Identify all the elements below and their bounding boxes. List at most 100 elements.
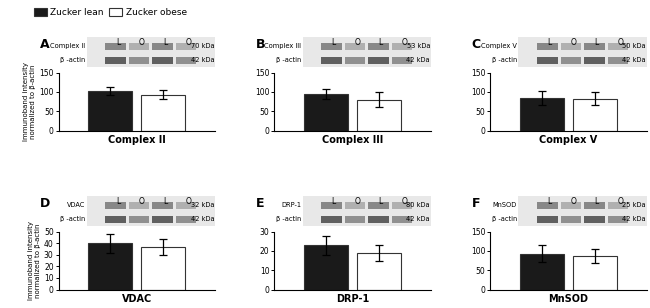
Bar	[369, 216, 389, 223]
Bar	[105, 216, 125, 223]
Text: B: B	[255, 38, 265, 51]
Bar	[142, 95, 185, 131]
Text: L: L	[162, 38, 167, 47]
FancyBboxPatch shape	[302, 37, 431, 67]
Bar	[176, 43, 196, 50]
Y-axis label: Immunoband intensity
normalized to β-actin: Immunoband intensity normalized to β-act…	[23, 62, 36, 141]
Bar	[584, 202, 604, 209]
Text: β -actin: β -actin	[491, 57, 517, 63]
Text: L: L	[379, 38, 383, 47]
Text: O: O	[618, 197, 623, 206]
Text: O: O	[354, 38, 360, 47]
Bar	[152, 57, 173, 64]
Bar	[392, 216, 412, 223]
Text: O: O	[185, 38, 191, 47]
Bar	[105, 43, 125, 50]
Text: MnSOD: MnSOD	[493, 202, 517, 209]
Bar	[538, 216, 558, 223]
Text: O: O	[138, 38, 144, 47]
Text: F: F	[471, 197, 480, 209]
Bar	[369, 202, 389, 209]
Text: 42 kDa: 42 kDa	[190, 57, 214, 63]
Y-axis label: Immunoband intensity
normalized to β-actin: Immunoband intensity normalized to β-act…	[28, 221, 41, 300]
Text: C: C	[471, 38, 480, 51]
Text: L: L	[548, 38, 552, 47]
Bar	[176, 216, 196, 223]
Text: Complex II: Complex II	[50, 43, 85, 49]
Bar	[358, 253, 401, 290]
Text: D: D	[40, 197, 50, 209]
FancyBboxPatch shape	[519, 37, 647, 67]
Bar	[538, 43, 558, 50]
Text: O: O	[185, 197, 191, 206]
Text: L: L	[332, 38, 336, 47]
Bar	[344, 57, 365, 64]
Bar	[321, 43, 342, 50]
Bar	[344, 216, 365, 223]
Text: 50 kDa: 50 kDa	[622, 43, 646, 49]
Text: E: E	[255, 197, 264, 209]
Bar	[369, 43, 389, 50]
Bar	[584, 57, 604, 64]
Bar	[129, 216, 150, 223]
Bar	[584, 216, 604, 223]
Text: β -actin: β -actin	[276, 57, 301, 63]
Text: L: L	[595, 197, 599, 206]
Text: O: O	[570, 38, 576, 47]
Bar	[321, 216, 342, 223]
FancyBboxPatch shape	[86, 196, 215, 226]
Bar	[88, 243, 132, 290]
Bar	[176, 202, 196, 209]
Bar	[358, 100, 401, 131]
Bar	[573, 99, 617, 131]
Bar	[561, 43, 581, 50]
Text: L: L	[162, 197, 167, 206]
Bar	[88, 91, 132, 131]
Text: O: O	[401, 197, 407, 206]
Bar	[344, 43, 365, 50]
Bar	[561, 202, 581, 209]
Text: O: O	[138, 197, 144, 206]
Bar	[608, 216, 628, 223]
Text: 32 kDa: 32 kDa	[190, 202, 214, 209]
Bar	[520, 98, 564, 131]
Text: L: L	[116, 197, 120, 206]
Bar	[321, 57, 342, 64]
Bar	[561, 216, 581, 223]
Bar	[129, 202, 150, 209]
Text: β -actin: β -actin	[60, 217, 85, 222]
X-axis label: Complex II: Complex II	[108, 135, 166, 145]
Bar	[105, 57, 125, 64]
Text: O: O	[401, 38, 407, 47]
Text: VDAC: VDAC	[67, 202, 85, 209]
Text: L: L	[379, 197, 383, 206]
X-axis label: Complex III: Complex III	[322, 135, 384, 145]
X-axis label: DRP-1: DRP-1	[336, 294, 369, 304]
Text: β -actin: β -actin	[276, 217, 301, 222]
X-axis label: MnSOD: MnSOD	[549, 294, 588, 304]
Bar	[105, 202, 125, 209]
Bar	[392, 43, 412, 50]
FancyBboxPatch shape	[302, 196, 431, 226]
Text: β -actin: β -actin	[60, 57, 85, 63]
Text: 80 kDa: 80 kDa	[406, 202, 430, 209]
Bar	[304, 245, 348, 290]
Bar	[520, 254, 564, 290]
Bar	[152, 43, 173, 50]
Legend: Zucker lean, Zucker obese: Zucker lean, Zucker obese	[31, 5, 190, 21]
Bar	[561, 57, 581, 64]
Text: 42 kDa: 42 kDa	[406, 217, 430, 222]
Bar	[538, 202, 558, 209]
Text: 42 kDa: 42 kDa	[406, 57, 430, 63]
Bar	[176, 57, 196, 64]
FancyBboxPatch shape	[519, 196, 647, 226]
Text: β -actin: β -actin	[491, 217, 517, 222]
Text: 70 kDa: 70 kDa	[190, 43, 214, 49]
Bar	[573, 256, 617, 290]
Bar	[608, 43, 628, 50]
FancyBboxPatch shape	[86, 37, 215, 67]
Bar	[392, 202, 412, 209]
Bar	[584, 43, 604, 50]
Text: L: L	[116, 38, 120, 47]
Text: 42 kDa: 42 kDa	[622, 217, 646, 222]
